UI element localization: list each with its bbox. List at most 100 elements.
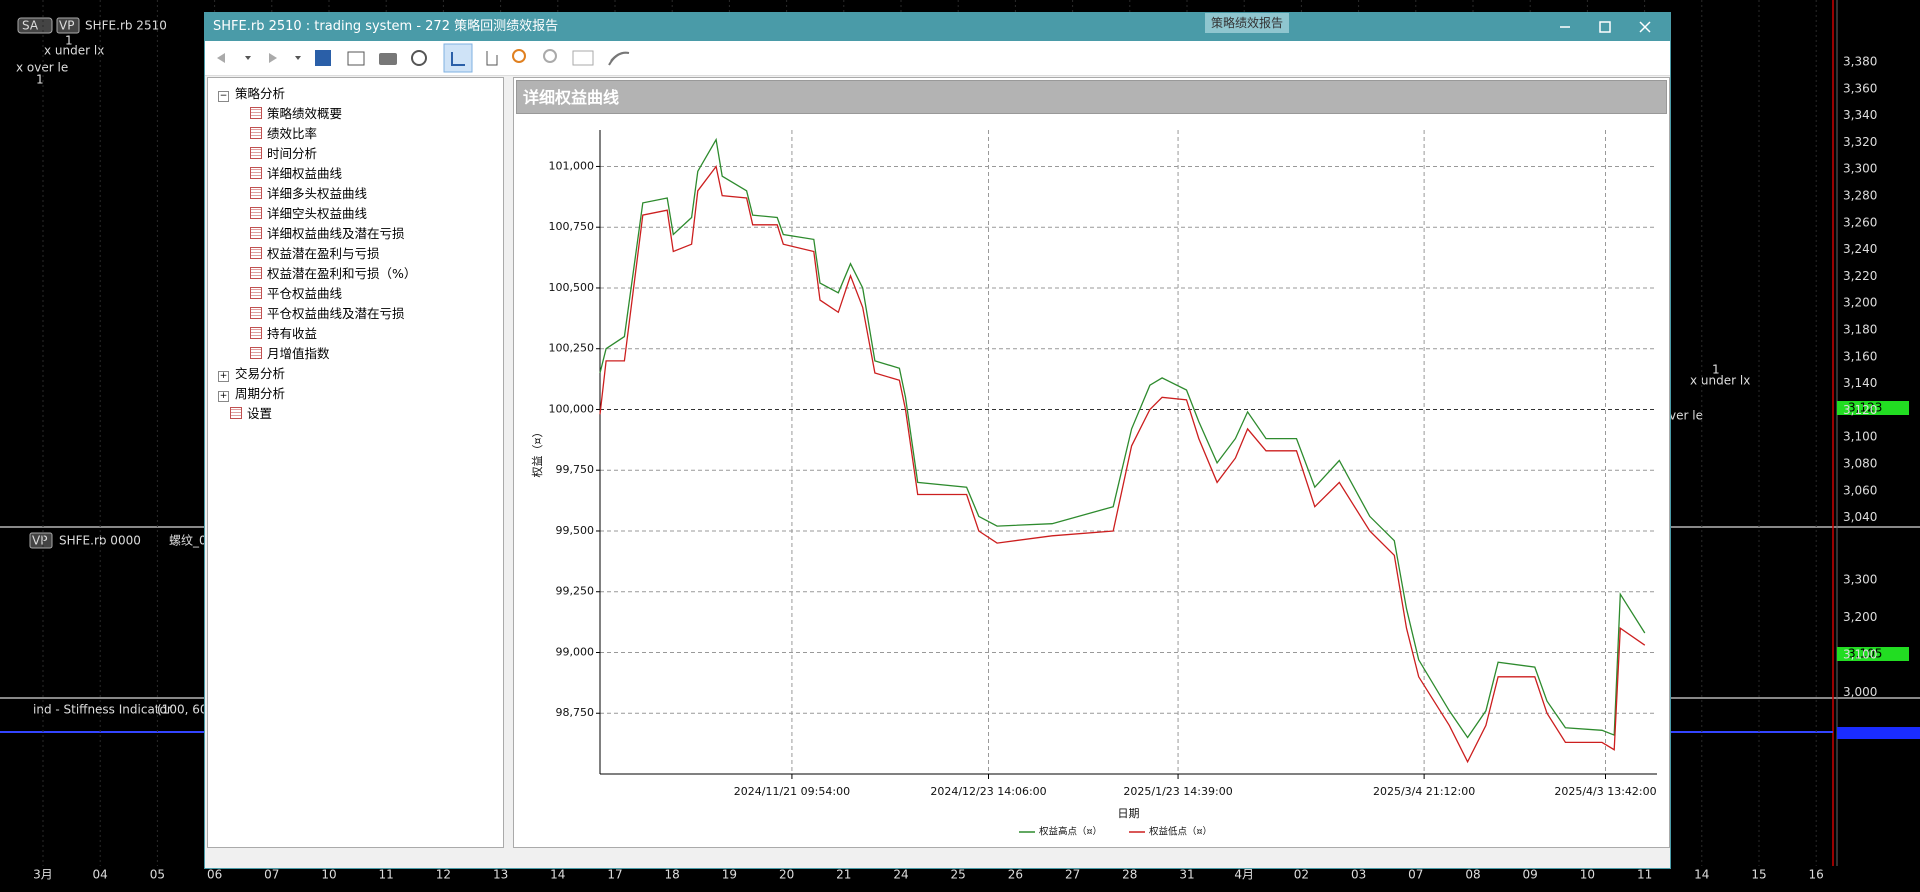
- price-label: 3,240: [1843, 242, 1877, 256]
- item-icon: [250, 347, 262, 359]
- date-label: 26: [1008, 868, 1023, 882]
- dropdown[interactable]: [295, 56, 301, 60]
- price-label: 3,280: [1843, 189, 1877, 203]
- date-label: 05: [150, 868, 165, 882]
- price-label: 3,000: [1843, 685, 1877, 699]
- y-axis-title: 权益（¤）: [530, 427, 544, 478]
- date-label: 31: [1179, 868, 1194, 882]
- date-label: 28: [1122, 868, 1137, 882]
- tree-node[interactable]: + 周期分析: [218, 384, 285, 404]
- tooltip: 策略绩效报告: [1205, 13, 1290, 33]
- legend-label: 权益低点（¤）: [1149, 826, 1212, 838]
- tree-item[interactable]: 时间分析: [250, 144, 317, 164]
- dropdown[interactable]: [245, 56, 251, 60]
- y-tick-label: 100,250: [549, 342, 595, 355]
- node-label: 交易分析: [235, 366, 286, 381]
- badge[interactable]: [56, 17, 80, 34]
- y-tick-label: 99,750: [556, 463, 595, 476]
- tree-item[interactable]: 详细权益曲线及潜在亏损: [250, 224, 405, 244]
- x-axis-title: 日期: [1118, 807, 1140, 820]
- node-label: 周期分析: [235, 386, 286, 401]
- badge-text: SA: [22, 19, 39, 33]
- symbol-label: SHFE.rb 2510: [85, 19, 167, 33]
- y-tick-label: 99,000: [556, 645, 595, 658]
- zoom-out[interactable]: [543, 49, 557, 63]
- forward-button[interactable]: [269, 53, 277, 63]
- price-label: 3,340: [1843, 108, 1877, 122]
- tree-item[interactable]: 详细空头权益曲线: [250, 204, 367, 224]
- item-icon: [250, 187, 262, 199]
- settings-button[interactable]: [411, 50, 427, 66]
- series-name: 螺纹_0: [169, 534, 207, 548]
- x-tick-label: 2024/11/21 09:54:00: [734, 785, 850, 798]
- date-label: 04: [93, 868, 108, 882]
- annotation: x under lx: [1690, 374, 1750, 388]
- back-button[interactable]: [217, 53, 225, 63]
- save-button[interactable]: [315, 50, 331, 66]
- tree-item[interactable]: 权益潜在盈利与亏损: [250, 244, 380, 264]
- fit-button[interactable]: [572, 50, 594, 66]
- equity-line: [599, 164, 1646, 764]
- price-tag: [1837, 647, 1909, 661]
- badge[interactable]: [29, 532, 53, 549]
- annotation: 1: [36, 73, 44, 87]
- date-label: 13: [493, 868, 508, 882]
- tree-node[interactable]: 设置: [230, 404, 272, 424]
- cursor-tool[interactable]: [443, 43, 473, 73]
- price-label: 3,040: [1843, 510, 1877, 524]
- item-label: 平仓权益曲线: [267, 286, 343, 301]
- price-label: 3,300: [1843, 162, 1877, 176]
- copy-button[interactable]: [347, 51, 365, 66]
- minimize-button[interactable]: [1550, 17, 1580, 37]
- item-label: 月增值指数: [267, 346, 330, 361]
- y-tick-label: 101,000: [549, 159, 595, 172]
- y-tick-label: 98,750: [556, 706, 595, 719]
- price-label: 3,180: [1843, 323, 1877, 337]
- pan-tool[interactable]: [486, 51, 498, 66]
- item-icon: [250, 207, 262, 219]
- tree-item[interactable]: 月增值指数: [250, 344, 330, 364]
- date-label: 3月: [33, 868, 53, 882]
- expander: +: [218, 371, 229, 382]
- tree-item[interactable]: 详细多头权益曲线: [250, 184, 367, 204]
- tree-item[interactable]: 绩效比率: [250, 124, 317, 144]
- tree-node[interactable]: + 交易分析: [218, 364, 285, 384]
- date-label: 24: [893, 868, 908, 882]
- price-label: 3,380: [1843, 55, 1877, 69]
- price-tag-text: 3,123: [1848, 401, 1882, 415]
- print-button[interactable]: [379, 53, 397, 65]
- tree-node[interactable]: − 策略分析: [218, 84, 285, 104]
- chart: 98,750 99,000 99,250 99,500 99,750 100,000 100…: [530, 130, 1657, 838]
- date-label: 14: [1694, 868, 1709, 882]
- tree-item[interactable]: 详细权益曲线: [250, 164, 342, 184]
- item-label: 详细多头权益曲线: [267, 186, 368, 201]
- date-label: 03: [1351, 868, 1366, 882]
- date-label: 11: [1637, 868, 1652, 882]
- item-icon: [250, 147, 262, 159]
- item-label: 权益潜在盈利与亏损: [267, 246, 380, 261]
- toolbar: [205, 41, 1670, 76]
- date-label: 25: [951, 868, 966, 882]
- tree-item[interactable]: 策略绩效概要: [250, 104, 342, 124]
- y-tick-label: 100,750: [549, 220, 595, 233]
- annotation: x under lx: [44, 44, 104, 58]
- price-label: 3,080: [1843, 457, 1877, 471]
- tree-item[interactable]: 权益潜在盈利和亏损（%）: [250, 264, 416, 284]
- x-tick-label: 2025/3/4 21:12:00: [1373, 785, 1475, 798]
- report-window: SHFE.rb 2510 : trading system - 272 策略回测…: [204, 12, 1671, 869]
- expander: +: [218, 391, 229, 402]
- indicator-name: ind - Stiffness Indicator: [33, 703, 172, 717]
- close-button[interactable]: [1630, 17, 1660, 37]
- date-label: 14: [550, 868, 565, 882]
- zoom-in[interactable]: [512, 49, 526, 63]
- item-label: 详细权益曲线及潜在亏损: [267, 226, 405, 241]
- maximize-button[interactable]: [1590, 17, 1620, 37]
- tree-item[interactable]: 持有收益: [250, 324, 317, 344]
- node-icon: [230, 407, 242, 419]
- tree-item[interactable]: 平仓权益曲线: [250, 284, 342, 304]
- style-button[interactable]: [608, 51, 630, 66]
- annotation: 1: [65, 34, 73, 48]
- tree-item[interactable]: 平仓权益曲线及潜在亏损: [250, 304, 405, 324]
- price-label: 3,200: [1843, 296, 1877, 310]
